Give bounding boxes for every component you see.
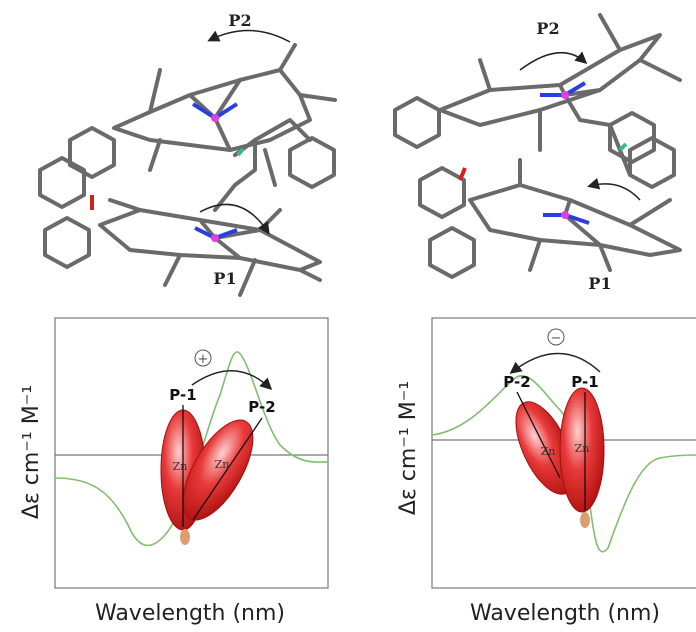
x-axis-label: Wavelength (nm): [470, 601, 660, 626]
zn-label: Zn: [575, 442, 590, 455]
figure: P2 P1 P2 P1 Zn Zn P-1 P-2 + Δε cm⁻¹ M⁻¹ …: [0, 0, 696, 632]
zn-label: Zn: [215, 458, 230, 471]
molecule-right: P2 P1: [395, 15, 680, 293]
label: P2: [228, 11, 251, 30]
zn-label: Zn: [541, 445, 556, 458]
label: P1: [588, 274, 611, 293]
label: P-1: [571, 373, 598, 391]
label: P-2: [248, 398, 275, 416]
sign: −: [551, 331, 562, 346]
sign: +: [198, 352, 209, 367]
spectrum-left: Zn Zn P-1 P-2 + Δε cm⁻¹ M⁻¹ Wavelength (…: [19, 318, 328, 626]
molecule-left: P2 P1: [40, 11, 335, 295]
label: P1: [213, 269, 236, 288]
label: P-2: [503, 373, 530, 391]
label: P2: [536, 19, 559, 38]
label: P-1: [169, 386, 196, 404]
y-axis-label: Δε cm⁻¹ M⁻¹: [19, 385, 44, 519]
spectrum-right: Zn Zn P-2 P-1 − Δε cm⁻¹ M⁻¹ Wavelength (…: [396, 318, 696, 626]
y-axis-label: Δε cm⁻¹ M⁻¹: [396, 381, 421, 515]
zn-label: Zn: [173, 460, 188, 473]
x-axis-label: Wavelength (nm): [95, 601, 285, 626]
